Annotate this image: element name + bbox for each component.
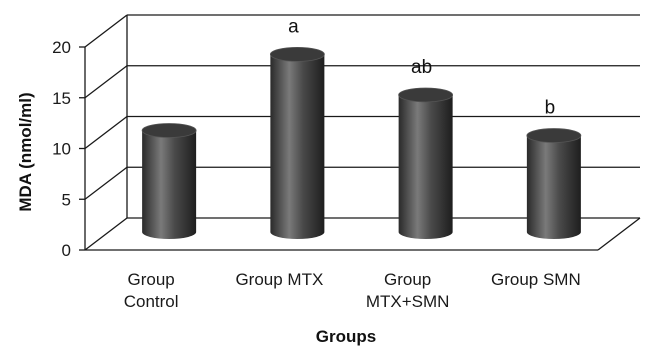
bar-body xyxy=(142,130,197,240)
gridline-side xyxy=(84,115,128,150)
gridline-side xyxy=(84,217,128,251)
x-tick-label: Group MTX xyxy=(235,270,323,289)
y-tick-label: 10 xyxy=(52,140,71,159)
bar-top xyxy=(141,123,197,138)
bar xyxy=(398,87,454,240)
y-tick-label: 5 xyxy=(62,190,71,209)
bar-top xyxy=(269,46,325,62)
y-axis-title: MDA (nmol/ml) xyxy=(16,92,35,211)
bars: a ab b xyxy=(141,16,582,240)
x-axis-title: Groups xyxy=(316,327,376,346)
floor-right-edge xyxy=(597,217,641,251)
bar xyxy=(269,46,325,240)
bar-top xyxy=(398,87,454,103)
bar-top xyxy=(526,128,582,143)
bar-body xyxy=(526,135,581,240)
bar-body xyxy=(398,94,453,240)
y-tick-label: 20 xyxy=(52,38,71,57)
x-tick-label: Group SMN xyxy=(491,270,581,289)
x-tick-label: Group MTX+SMN xyxy=(366,270,450,311)
bar-annotation: b xyxy=(545,98,556,119)
y-tick-label: 0 xyxy=(62,241,71,260)
bar-body xyxy=(270,54,325,240)
gridline-side xyxy=(84,166,128,200)
bar-annotation: ab xyxy=(411,57,432,78)
y-tick-label: 15 xyxy=(52,89,71,108)
x-axis: Group Control Group MTX Group MTX+SMN Group S… xyxy=(124,270,581,311)
gridline-side xyxy=(84,14,128,48)
x-tick-label: Group Control xyxy=(124,270,179,311)
grid xyxy=(84,14,641,251)
y-axis: 0 5 10 15 20 xyxy=(52,38,85,260)
bar xyxy=(526,128,582,240)
bar xyxy=(141,123,197,240)
gridline-side xyxy=(84,65,128,99)
bar-annotation: a xyxy=(288,16,299,37)
